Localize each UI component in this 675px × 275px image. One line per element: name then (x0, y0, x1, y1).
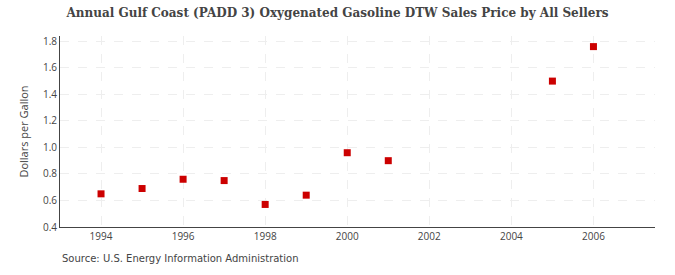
svg-text:1.8: 1.8 (43, 34, 57, 48)
svg-text:1998: 1998 (254, 229, 277, 243)
svg-text:1.6: 1.6 (43, 60, 57, 74)
svg-text:2000: 2000 (336, 229, 359, 243)
svg-text:1.0: 1.0 (43, 140, 57, 154)
svg-text:0.4: 0.4 (43, 220, 57, 234)
svg-text:0.8: 0.8 (43, 166, 57, 180)
svg-text:2004: 2004 (500, 229, 523, 243)
svg-text:Source: U.S. Energy Informatio: Source: U.S. Energy Information Administ… (62, 253, 299, 264)
svg-text:2002: 2002 (418, 229, 441, 243)
svg-text:Annual Gulf Coast (PADD 3) Oxy: Annual Gulf Coast (PADD 3) Oxygenated Ga… (65, 6, 608, 20)
svg-text:1994: 1994 (90, 229, 113, 243)
svg-text:1.4: 1.4 (43, 87, 57, 101)
svg-text:1.2: 1.2 (43, 113, 57, 127)
svg-text:0.6: 0.6 (43, 193, 57, 207)
svg-text:2006: 2006 (582, 229, 605, 243)
svg-text:Dollars per Gallon: Dollars per Gallon (16, 85, 31, 177)
svg-text:1996: 1996 (172, 229, 195, 243)
